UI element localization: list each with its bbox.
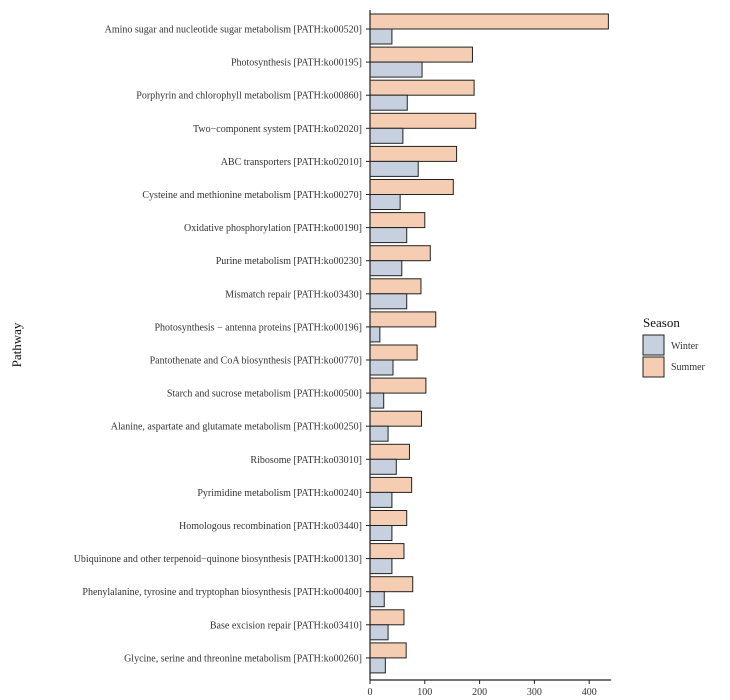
y-axis-title: Pathway xyxy=(9,322,24,367)
category-label-3: Two−component system [PATH:ko02020] xyxy=(193,124,362,135)
category-label-17: Phenylalanine, tyrosine and tryptophan b… xyxy=(82,587,362,598)
bar-winter-1 xyxy=(369,61,423,78)
bar-winter-17 xyxy=(369,591,385,608)
bar-winter-15 xyxy=(369,525,393,541)
category-label-16: Ubiquinone and other terpenoid−quinone b… xyxy=(74,554,362,565)
legend-label-summer: Summer xyxy=(671,362,706,373)
bar-winter-7 xyxy=(369,260,403,277)
legend: Season Winter Summer xyxy=(642,315,706,378)
bar-summer-1 xyxy=(369,46,473,63)
bar-summer-6 xyxy=(369,212,426,229)
bar-summer-18 xyxy=(369,609,405,626)
bar-summer-12 xyxy=(369,410,423,427)
bar-winter-11 xyxy=(369,392,385,409)
category-label-5: Cysteine and methionine metabolism [PATH… xyxy=(142,190,362,201)
bar-winter-19 xyxy=(369,657,386,674)
bar-winter-8 xyxy=(369,293,408,310)
bar-summer-9 xyxy=(369,311,437,328)
bar-winter-13 xyxy=(369,458,397,475)
bar-summer-7 xyxy=(369,245,431,262)
bar-summer-5 xyxy=(369,179,454,195)
category-label-8: Mismatch repair [PATH:ko03430] xyxy=(225,289,362,300)
category-label-7: Purine metabolism [PATH:ko00230] xyxy=(216,256,362,267)
bar-winter-12 xyxy=(369,425,389,442)
x-tick-label-0: 0 xyxy=(368,687,373,698)
category-labels: Amino sugar and nucleotide sugar metabol… xyxy=(74,25,370,664)
x-axis-ticks: 0 100 200 300 400 xyxy=(368,680,597,698)
bar-winter-9 xyxy=(369,326,381,343)
bar-summer-4 xyxy=(369,145,458,162)
category-label-10: Pantothenate and CoA biosynthesis [PATH:… xyxy=(150,356,362,367)
bar-summer-17 xyxy=(369,576,414,593)
category-label-15: Homologous recombination [PATH:ko03440] xyxy=(179,521,362,532)
bar-summer-11 xyxy=(369,377,427,394)
bar-winter-10 xyxy=(369,359,394,376)
category-label-4: ABC transporters [PATH:ko02010] xyxy=(221,157,362,168)
bar-winter-0 xyxy=(369,28,393,45)
bar-summer-13 xyxy=(369,443,410,460)
bar-summer-10 xyxy=(369,344,418,361)
category-label-11: Starch and sucrose metabolism [PATH:ko00… xyxy=(167,389,362,400)
category-label-13: Ribosome [PATH:ko03010] xyxy=(250,455,362,466)
bar-winter-16 xyxy=(369,558,393,575)
bar-winter-3 xyxy=(369,127,404,144)
category-label-18: Base excision repair [PATH:ko03410] xyxy=(210,620,362,631)
legend-swatch-winter xyxy=(642,334,665,356)
bar-winter-5 xyxy=(369,194,401,210)
bar-summer-15 xyxy=(369,510,408,526)
category-label-14: Pyrimidine metabolism [PATH:ko00240] xyxy=(197,488,362,499)
legend-swatch-summer xyxy=(642,356,665,378)
bar-winter-14 xyxy=(369,491,393,508)
x-tick-label-4: 400 xyxy=(582,687,597,698)
bar-summer-2 xyxy=(369,79,475,96)
category-label-1: Photosynthesis [PATH:ko00195] xyxy=(231,58,362,69)
x-tick-label-1: 100 xyxy=(417,687,432,698)
bar-winter-4 xyxy=(369,160,419,177)
bar-summer-0 xyxy=(369,13,609,30)
category-label-6: Oxidative phosphorylation [PATH:ko00190] xyxy=(184,223,362,234)
bar-winter-2 xyxy=(369,94,408,111)
category-label-19: Glycine, serine and threonine metabolism… xyxy=(124,653,362,664)
category-label-2: Porphyrin and chlorophyll metabolism [PA… xyxy=(136,91,362,102)
bar-summer-19 xyxy=(369,642,407,659)
legend-label-winter: Winter xyxy=(671,341,699,352)
bar-winter-18 xyxy=(369,624,389,641)
bars-group xyxy=(369,13,609,674)
bar-summer-8 xyxy=(369,278,422,295)
x-tick-label-2: 200 xyxy=(472,687,487,698)
bar-summer-16 xyxy=(369,543,405,560)
x-tick-label-3: 300 xyxy=(527,687,542,698)
bar-summer-3 xyxy=(369,112,477,129)
category-label-12: Alanine, aspartate and glutamate metabol… xyxy=(111,422,362,433)
bar-summer-14 xyxy=(369,476,413,493)
category-label-0: Amino sugar and nucleotide sugar metabol… xyxy=(105,25,362,36)
legend-title: Season xyxy=(643,315,680,330)
bar-winter-6 xyxy=(369,227,408,244)
category-label-9: Photosynthesis − antenna proteins [PATH:… xyxy=(155,322,363,333)
